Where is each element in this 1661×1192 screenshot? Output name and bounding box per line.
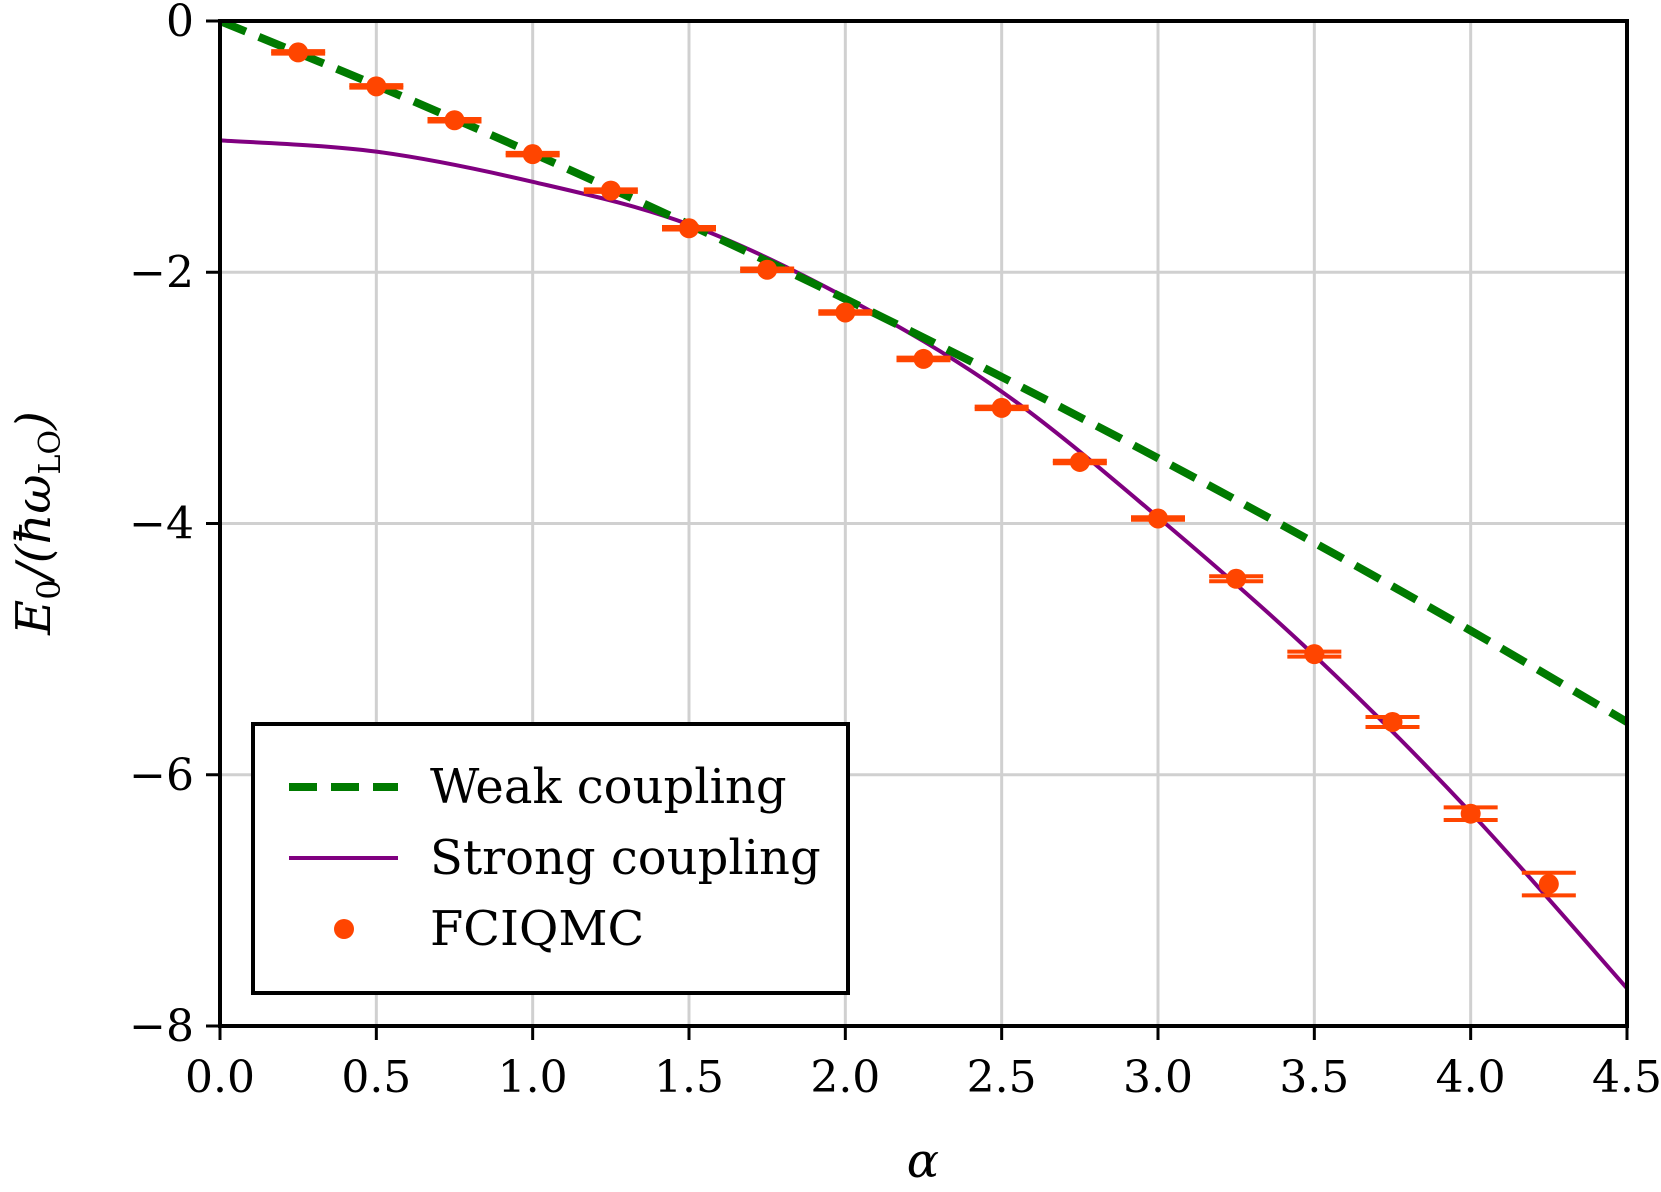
fciqmc-point bbox=[271, 42, 326, 63]
fciqmc-marker bbox=[288, 42, 309, 63]
legend-strong-label: Strong coupling bbox=[430, 830, 821, 886]
fciqmc-point bbox=[583, 180, 638, 201]
x-tick-label: 2.5 bbox=[967, 1052, 1037, 1103]
fciqmc-marker bbox=[1382, 711, 1403, 732]
y-tick-label: −2 bbox=[129, 247, 194, 298]
fciqmc-point bbox=[1131, 508, 1185, 529]
y-tick-label: 0 bbox=[166, 0, 194, 47]
fciqmc-point bbox=[427, 110, 482, 131]
fciqmc-point bbox=[818, 302, 873, 323]
x-tick-label: 2.0 bbox=[810, 1052, 880, 1103]
x-tick-label: 4.5 bbox=[1592, 1052, 1661, 1103]
x-tick-label: 1.5 bbox=[654, 1052, 724, 1103]
ticks: 0.0 0.5 1.0 1.5 2.0 2.5 3.0 3.5 4.0 4.5 0 −2 −4 −6 −8 bbox=[129, 0, 1661, 1103]
y-tick-label: −4 bbox=[129, 499, 194, 550]
fciqmc-marker bbox=[366, 76, 387, 97]
fciqmc-marker bbox=[1538, 874, 1559, 895]
series-layer bbox=[220, 21, 1627, 990]
legend-weak-label: Weak coupling bbox=[430, 759, 787, 815]
legend: Weak coupling Strong coupling FCIQMC bbox=[251, 722, 850, 995]
x-tick-label: 1.0 bbox=[498, 1052, 568, 1103]
x-tick-label: 0.5 bbox=[341, 1052, 411, 1103]
fciqmc-marker bbox=[679, 218, 699, 239]
strong-coupling-line bbox=[220, 138, 1627, 990]
fciqmc-marker bbox=[991, 397, 1012, 418]
fciqmc-point bbox=[896, 348, 951, 369]
x-tick-label: 3.5 bbox=[1279, 1052, 1349, 1103]
fciqmc-marker bbox=[600, 180, 621, 201]
fciqmc-point bbox=[1365, 711, 1420, 732]
fciqmc-point bbox=[740, 259, 795, 280]
fciqmc-point bbox=[1287, 644, 1342, 665]
y-tick-label: −6 bbox=[129, 750, 194, 801]
fciqmc-marker bbox=[1226, 568, 1247, 589]
fciqmc-marker bbox=[1304, 644, 1325, 665]
fciqmc-marker bbox=[522, 144, 543, 165]
fciqmc-point bbox=[1052, 451, 1107, 472]
x-tick-label: 3.0 bbox=[1123, 1052, 1193, 1103]
fciqmc-marker bbox=[1460, 803, 1481, 824]
y-tick-label: −8 bbox=[129, 1001, 194, 1052]
fciqmc-marker bbox=[757, 259, 778, 280]
fciqmc-point bbox=[662, 218, 716, 239]
y-axis-label: E0/(ħωLO) bbox=[6, 411, 68, 636]
fciqmc-marker bbox=[444, 110, 465, 131]
fciqmc-point bbox=[1443, 803, 1498, 824]
fciqmc-marker bbox=[1148, 508, 1168, 529]
fciqmc-point bbox=[1521, 870, 1576, 898]
x-axis-label: α bbox=[907, 1133, 939, 1189]
legend-fciqmc-swatch bbox=[334, 919, 354, 939]
fciqmc-marker bbox=[835, 302, 856, 323]
fciqmc-point bbox=[349, 76, 404, 97]
fciqmc-point bbox=[505, 144, 560, 165]
fciqmc-point bbox=[1209, 568, 1264, 589]
legend-fciqmc-label: FCIQMC bbox=[430, 901, 644, 957]
fciqmc-marker bbox=[1069, 451, 1090, 472]
x-tick-label: 0.0 bbox=[185, 1052, 255, 1103]
axis-labels: α E0/(ħωLO) bbox=[6, 411, 939, 1189]
fciqmc-marker bbox=[913, 348, 934, 369]
fciqmc-point bbox=[974, 397, 1029, 418]
x-tick-label: 4.0 bbox=[1436, 1052, 1506, 1103]
